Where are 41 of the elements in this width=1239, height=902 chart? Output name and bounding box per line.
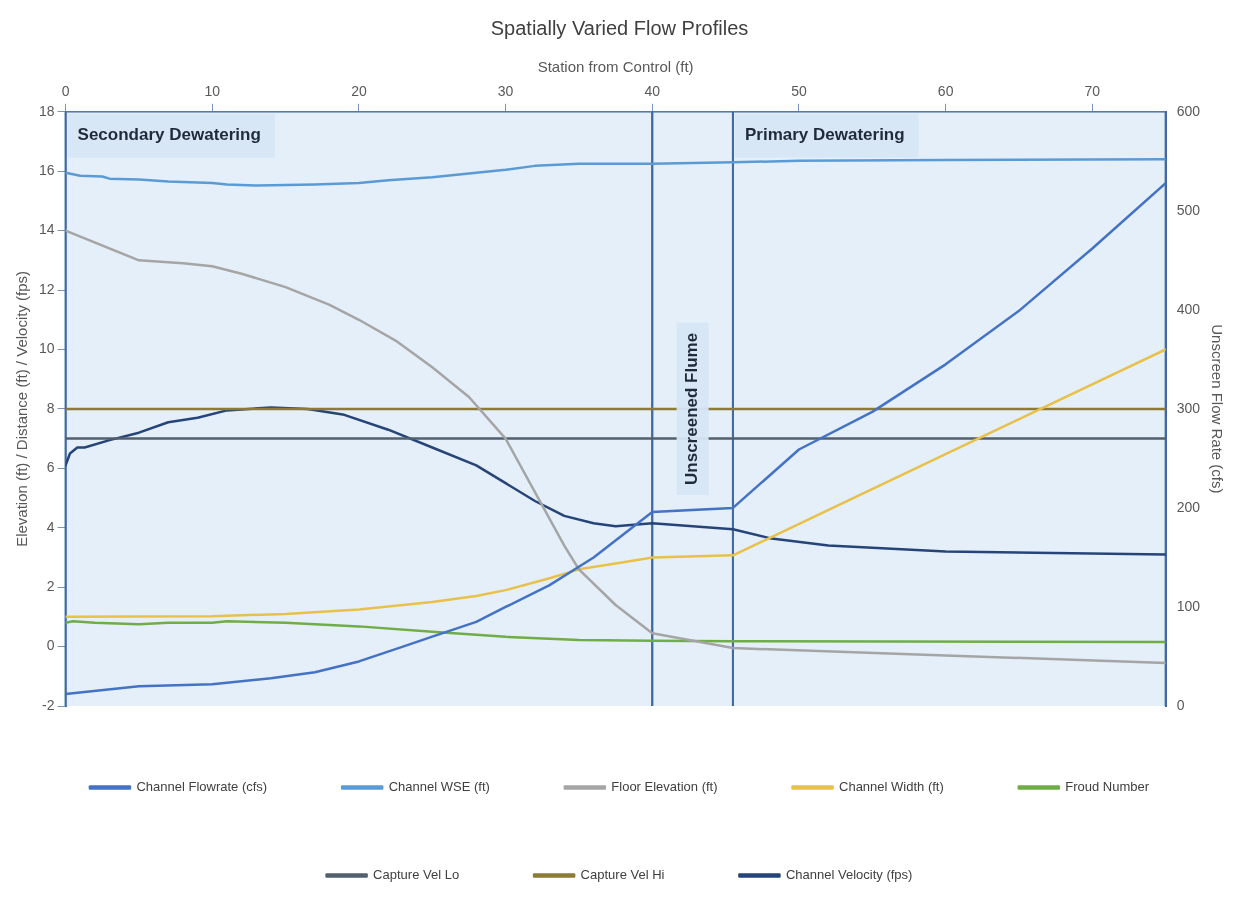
- y-axis-title: Elevation (ft) / Distance (ft) / Velocity (fps): [13, 270, 31, 547]
- x-tick-label: 70: [1084, 83, 1101, 100]
- y-tick-label: -2: [42, 696, 55, 713]
- y-tick-label: 16: [38, 162, 55, 179]
- x-tick-label: 10: [204, 83, 221, 100]
- y2-tick-label: 100: [1176, 597, 1201, 614]
- legend-label: Floor Elevation (ft): [611, 779, 718, 795]
- y-tick-label: 2: [46, 578, 55, 595]
- y-tick-label: 14: [38, 221, 55, 238]
- y-tick-label: 10: [38, 340, 55, 357]
- legend-label: Capture Vel Lo: [373, 867, 460, 883]
- y2-axis-title: Unscreen Flow Rate (cfs): [1208, 324, 1226, 494]
- y-tick-label: 6: [46, 459, 55, 476]
- y2-tick-label: 400: [1176, 300, 1201, 317]
- x-tick-label: 40: [644, 83, 661, 100]
- legend-label: Capture Vel Hi: [580, 867, 665, 883]
- y-tick-label: 0: [46, 637, 55, 654]
- legend-label: Channel Width (ft): [839, 779, 944, 795]
- band-label: Primary Dewatering: [744, 125, 905, 145]
- legend-label: Channel Flowrate (cfs): [136, 779, 268, 795]
- y2-tick-label: 200: [1176, 498, 1201, 515]
- x-tick-label: 30: [497, 83, 514, 100]
- x-tick-label: 0: [61, 83, 70, 100]
- y-tick-label: 18: [38, 102, 55, 119]
- legend-label: Channel Velocity (fps): [785, 867, 913, 883]
- chart-title: Spatially Varied Flow Profiles: [490, 16, 749, 39]
- y-tick-label: 4: [46, 518, 55, 535]
- y2-tick-label: 0: [1176, 696, 1185, 713]
- legend-label: Froud Number: [1065, 779, 1150, 795]
- y-tick-label: 8: [46, 399, 55, 416]
- x-tick-label: 50: [791, 83, 807, 100]
- y2-tick-label: 500: [1176, 201, 1201, 218]
- y-tick-label: 12: [38, 280, 55, 297]
- x-tick-label: 60: [937, 83, 954, 100]
- x-axis-title: Station from Control (ft): [537, 58, 694, 76]
- band-label: Unscreened Flume: [682, 332, 702, 485]
- y2-tick-label: 600: [1176, 102, 1201, 119]
- legend-label: Channel WSE (ft): [388, 779, 490, 795]
- x-tick-label: 20: [351, 83, 367, 100]
- y2-tick-label: 300: [1176, 399, 1201, 416]
- band-label: Secondary Dewatering: [77, 125, 261, 145]
